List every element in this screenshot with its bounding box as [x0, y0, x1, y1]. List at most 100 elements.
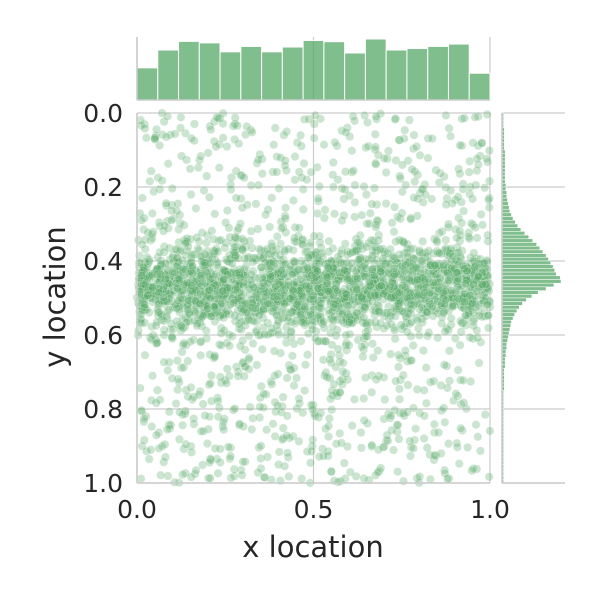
scatter-point — [177, 347, 187, 357]
scatter-point — [276, 223, 286, 233]
scatter-point — [441, 243, 451, 253]
scatter-point — [274, 183, 284, 193]
scatter-point — [345, 467, 355, 477]
scatter-point — [196, 350, 206, 360]
scatter-point — [452, 233, 462, 243]
scatter-point — [332, 325, 342, 335]
scatter-point — [357, 210, 367, 220]
scatter-point — [455, 140, 465, 150]
scatter-point — [154, 443, 164, 453]
top-histogram-bar — [281, 46, 304, 101]
scatter-point — [300, 386, 310, 395]
scatter-point — [256, 441, 266, 451]
scatter-point — [306, 167, 316, 177]
scatter-point — [484, 323, 493, 333]
scatter-point — [473, 112, 483, 121]
scatter-point — [231, 193, 241, 203]
scatter-point — [337, 379, 347, 389]
scatter-point — [336, 438, 346, 448]
scatter-point — [409, 193, 419, 203]
scatter-point — [219, 425, 229, 435]
scatter-point — [173, 385, 183, 395]
scatter-point — [315, 181, 324, 191]
scatter-point — [344, 317, 354, 327]
right-histogram-bar — [501, 331, 510, 336]
scatter-point — [228, 121, 238, 131]
scatter-point — [456, 316, 465, 326]
scatter-point — [483, 311, 493, 321]
scatter-point — [423, 153, 433, 163]
scatter-point — [440, 465, 449, 475]
scatter-point — [452, 442, 462, 452]
scatter-point — [465, 290, 475, 300]
scatter-point — [309, 291, 318, 301]
scatter-point — [440, 468, 450, 478]
scatter-point — [298, 205, 308, 214]
scatter-point — [428, 278, 438, 287]
scatter-point — [440, 417, 450, 427]
right-histogram-bar — [501, 305, 520, 310]
scatter-point — [466, 377, 476, 386]
scatter-point — [185, 164, 195, 174]
scatter-point — [347, 258, 357, 268]
scatter-point — [183, 392, 193, 402]
scatter-point — [210, 209, 220, 219]
scatter-point — [413, 323, 423, 333]
x-tick-label: 0.0 — [117, 495, 157, 524]
right-histogram-bar — [501, 271, 557, 277]
scatter-point — [341, 293, 351, 302]
scatter-point — [219, 326, 229, 335]
scatter-point — [415, 245, 424, 255]
scatter-point — [296, 336, 306, 346]
scatter-point — [152, 124, 161, 134]
scatter-point — [139, 435, 149, 445]
x-tick-label: 0.5 — [294, 495, 334, 524]
scatter-point — [294, 436, 304, 446]
scatter-point — [459, 206, 468, 216]
scatter-point — [265, 222, 275, 232]
scatter-point — [156, 309, 166, 319]
scatter-point — [294, 223, 304, 233]
scatter-point — [390, 202, 399, 212]
scatter-point — [207, 396, 216, 406]
scatter-point — [433, 297, 443, 306]
scatter-point — [139, 225, 149, 234]
scatter-point — [155, 141, 165, 150]
scatter-point — [274, 329, 284, 339]
scatter-point — [213, 412, 223, 422]
scatter-point — [141, 133, 151, 143]
scatter-point — [235, 419, 245, 429]
scatter-point — [440, 327, 450, 336]
scatter-point — [282, 373, 292, 383]
scatter-point — [263, 299, 273, 308]
scatter-point — [412, 142, 421, 152]
scatter-point — [286, 261, 296, 271]
top-marginal-histogram — [136, 38, 491, 101]
scatter-point — [145, 176, 155, 186]
scatter-point — [350, 180, 360, 190]
top-histogram-bar — [447, 43, 470, 101]
scatter-point — [373, 445, 383, 455]
scatter-point — [235, 341, 245, 351]
scatter-point — [470, 223, 480, 232]
scatter-point — [282, 411, 292, 421]
scatter-point — [343, 274, 353, 284]
scatter-point — [152, 317, 162, 327]
scatter-point — [140, 244, 150, 254]
scatter-point — [328, 158, 338, 167]
scatter-point — [200, 249, 210, 259]
scatter-point — [321, 336, 330, 346]
scatter-point — [137, 215, 147, 225]
scatter-point — [386, 293, 396, 303]
scatter-point — [297, 474, 307, 484]
scatter-point — [380, 395, 390, 404]
right-histogram-bar — [501, 301, 523, 306]
scatter-point — [181, 439, 191, 449]
scatter-point — [149, 187, 159, 197]
scatter-point — [161, 198, 171, 208]
scatter-point — [386, 349, 395, 359]
scatter-point — [415, 472, 425, 481]
scatter-point — [135, 383, 145, 393]
scatter-point — [427, 134, 437, 144]
scatter-point — [392, 420, 402, 430]
